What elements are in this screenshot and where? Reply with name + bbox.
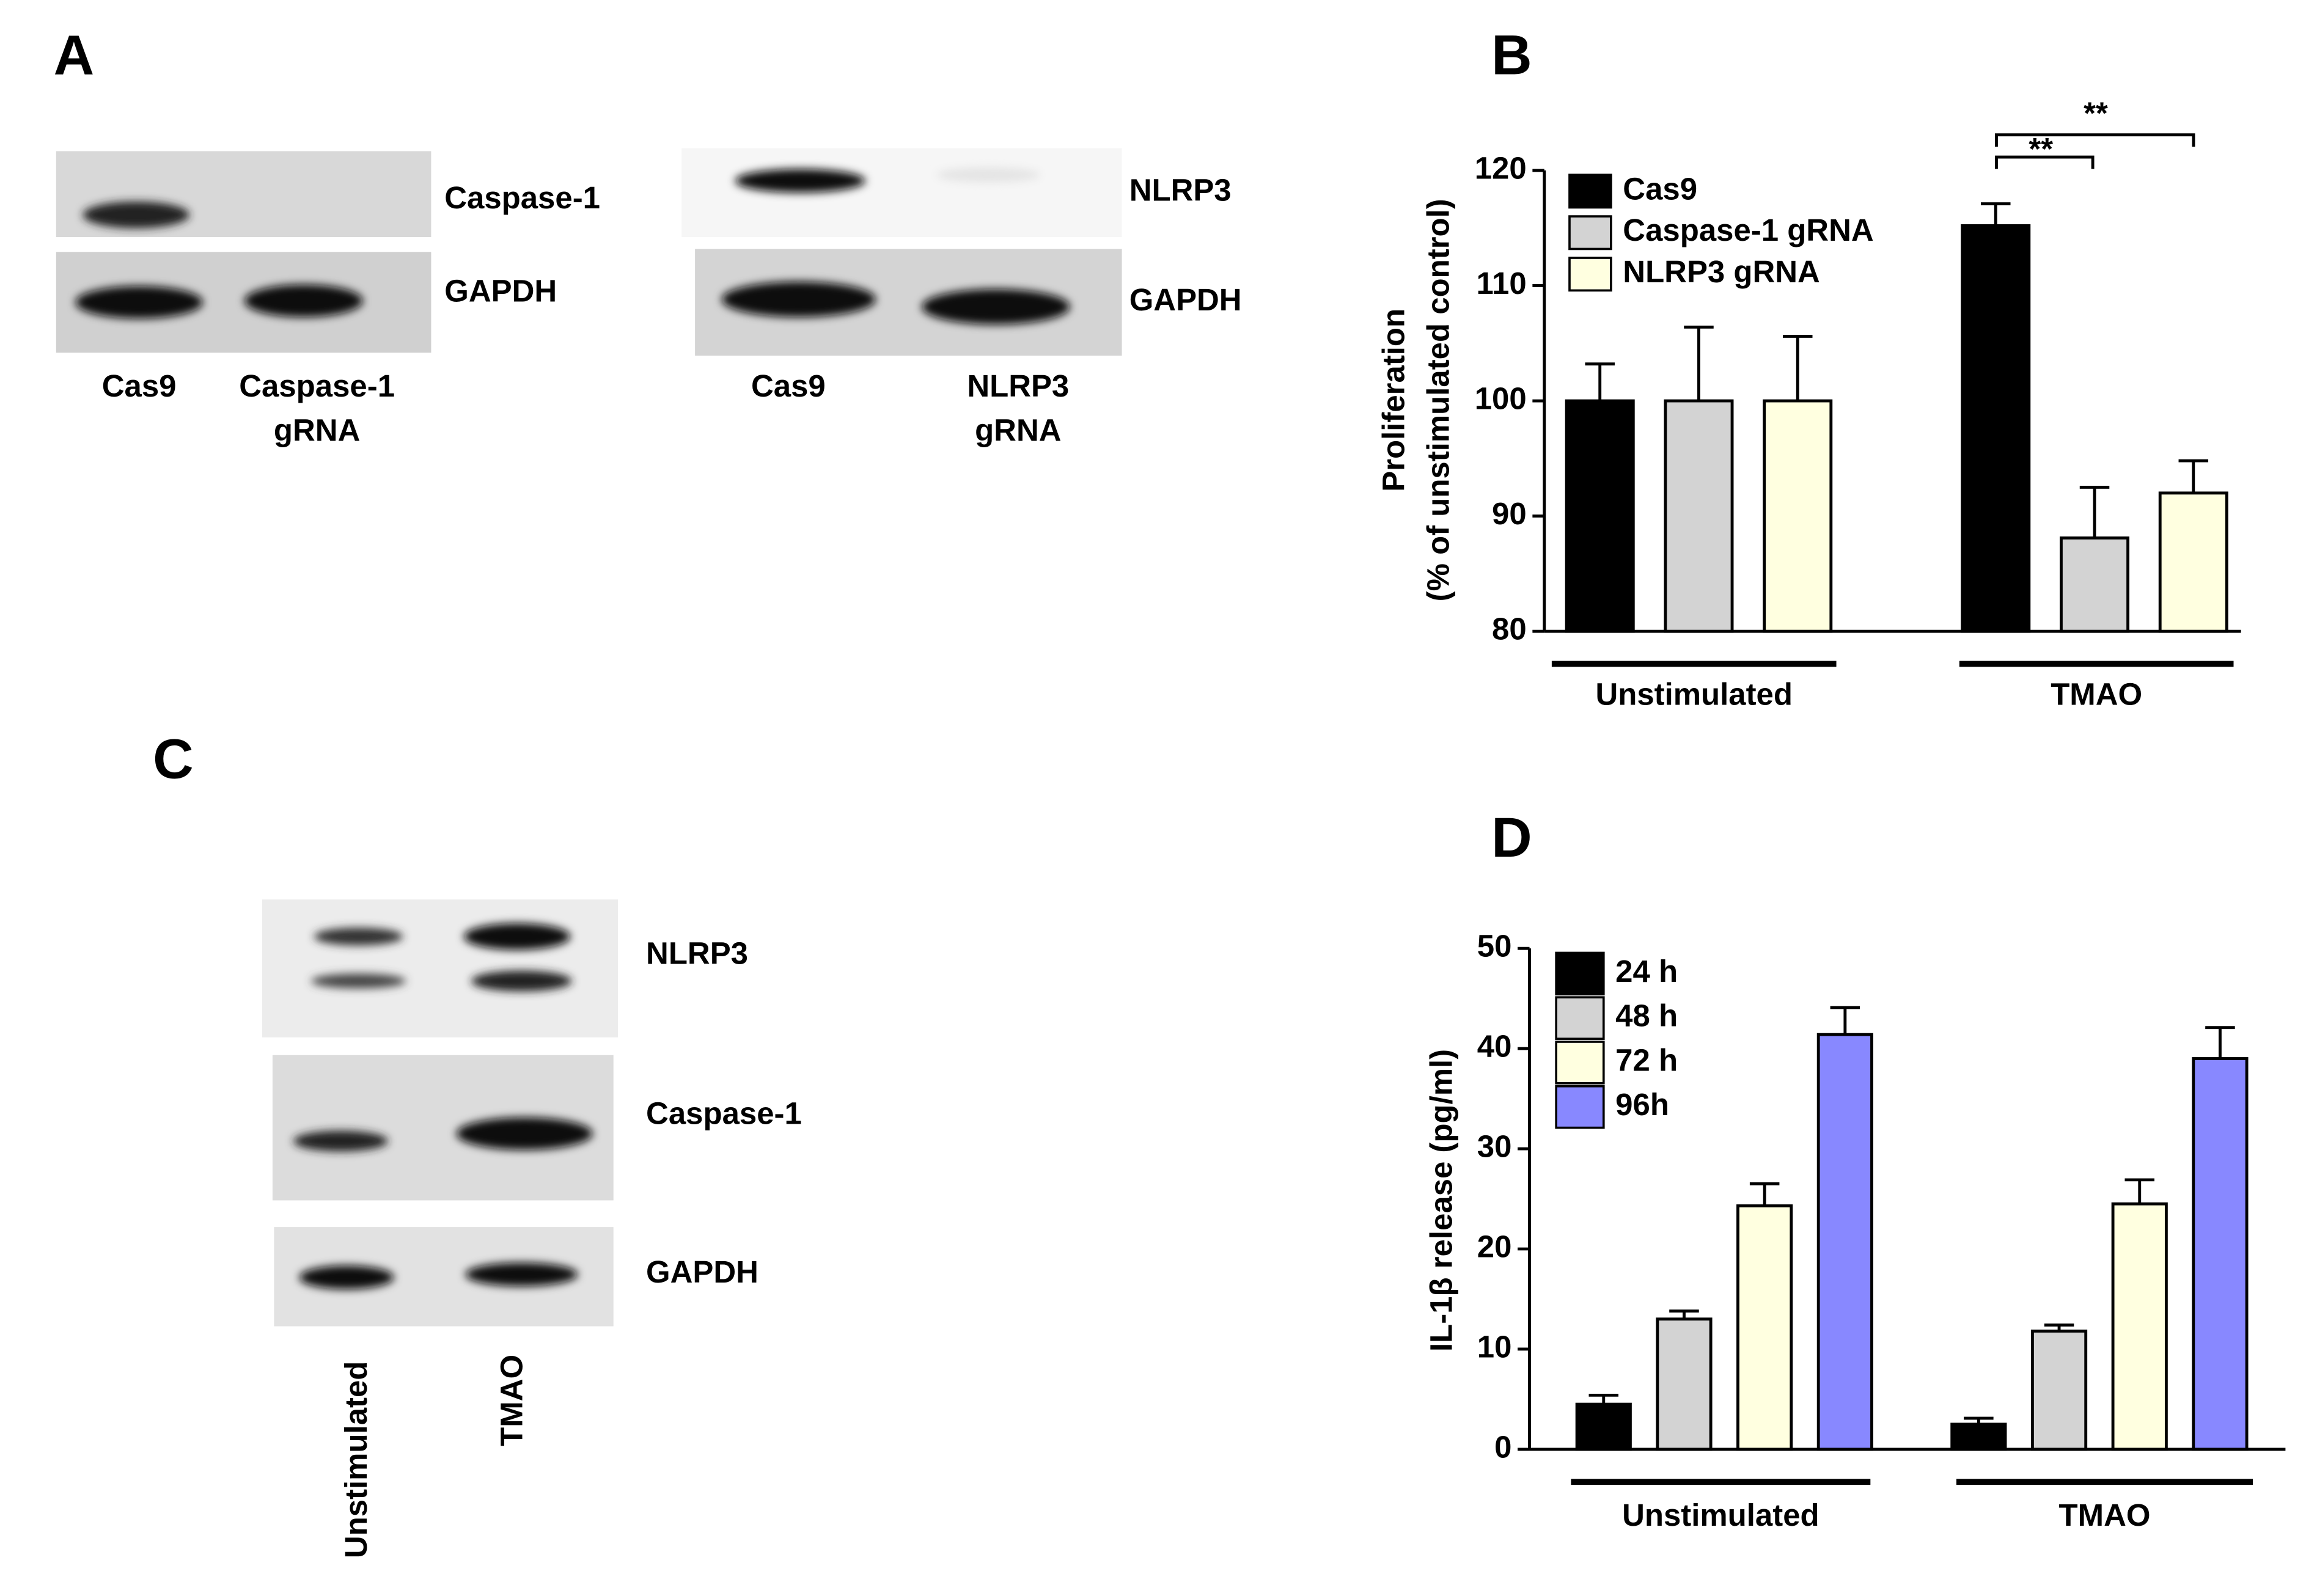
bar <box>1664 399 1734 633</box>
legend-swatch <box>1568 215 1612 251</box>
bar <box>2030 1330 2088 1451</box>
blot-row-label: GAPDH <box>1129 282 1242 317</box>
legend-label: 72 h <box>1615 1042 1678 1077</box>
bar <box>1656 1317 1713 1451</box>
y-tick-label: 30 <box>1477 1129 1512 1164</box>
lane-label: TMAO <box>494 1355 529 1446</box>
bar <box>1565 399 1635 633</box>
legend-swatch <box>1555 951 1605 996</box>
lane-label: Cas9 <box>102 368 177 403</box>
legend-swatch <box>1555 1085 1605 1129</box>
y-tick-label: 20 <box>1477 1229 1512 1264</box>
y-tick-label: 50 <box>1477 929 1512 964</box>
bar <box>2192 1057 2249 1451</box>
lane-label: Unstimulated <box>339 1361 373 1559</box>
blot-row-label: Caspase-1 <box>444 180 600 215</box>
panel-label: A <box>54 23 95 86</box>
blot <box>262 899 618 1327</box>
bar <box>2111 1202 2168 1451</box>
blot-row-label: GAPDH <box>444 274 557 309</box>
lane-label: Caspase-1 <box>239 368 395 403</box>
legend-swatch <box>1568 174 1612 209</box>
blot <box>681 148 1122 356</box>
y-tick-label: 110 <box>1477 266 1527 301</box>
significance-bracket <box>1995 133 2195 147</box>
legend-label: NLRP3 gRNA <box>1623 254 1820 289</box>
y-tick-label: 90 <box>1492 496 1527 531</box>
blot-row-label: NLRP3 <box>646 936 748 971</box>
legend-label: 24 h <box>1615 954 1678 989</box>
panel-label: B <box>1491 23 1532 86</box>
legend-label: 96h <box>1615 1087 1669 1122</box>
x-tick-label: Unstimulated <box>1595 676 1793 711</box>
blot-row-label: NLRP3 <box>1129 173 1232 208</box>
panel-label: C <box>153 727 194 790</box>
significance-label: ** <box>2029 131 2053 166</box>
y-tick-label: 100 <box>1475 381 1527 415</box>
legend-swatch <box>1555 996 1605 1040</box>
y-axis-label: IL-1β release (pg/ml) <box>1423 1049 1458 1352</box>
blot-row-label: Caspase-1 <box>646 1096 802 1131</box>
x-tick-label: Unstimulated <box>1622 1498 1819 1532</box>
x-tick-label: TMAO <box>2059 1498 2151 1532</box>
bar <box>1816 1033 1873 1451</box>
bar <box>1961 224 2031 633</box>
panel-label: D <box>1491 806 1532 869</box>
blot-row-label: GAPDH <box>646 1254 758 1289</box>
y-axis-label: Proliferation <box>1376 309 1411 492</box>
bar <box>2158 491 2228 633</box>
blot <box>56 151 431 353</box>
lane-label: gRNA <box>274 413 360 448</box>
legend-swatch <box>1568 257 1612 292</box>
y-axis-label: (% of unstimulated control) <box>1420 199 1455 601</box>
x-tick-label: TMAO <box>2051 676 2142 711</box>
significance-bracket <box>1995 155 2095 169</box>
bar <box>1950 1422 2007 1451</box>
legend-label: 48 h <box>1615 998 1678 1033</box>
bar <box>2060 536 2130 633</box>
legend-swatch <box>1555 1041 1605 1085</box>
y-tick-label: 40 <box>1477 1029 1512 1064</box>
legend-label: Cas9 <box>1623 171 1697 206</box>
bar <box>1575 1402 1632 1451</box>
significance-label: ** <box>2084 96 2108 131</box>
y-tick-label: 120 <box>1475 150 1527 185</box>
lane-label: Cas9 <box>751 368 826 403</box>
lane-label: gRNA <box>975 413 1061 448</box>
y-tick-label: 10 <box>1477 1329 1512 1364</box>
bar <box>1763 399 1833 633</box>
y-tick-label: 80 <box>1492 612 1527 646</box>
bar <box>1736 1204 1793 1451</box>
y-tick-label: 0 <box>1494 1429 1511 1464</box>
legend-label: Caspase-1 gRNA <box>1623 213 1873 247</box>
lane-label: NLRP3 <box>967 368 1069 403</box>
